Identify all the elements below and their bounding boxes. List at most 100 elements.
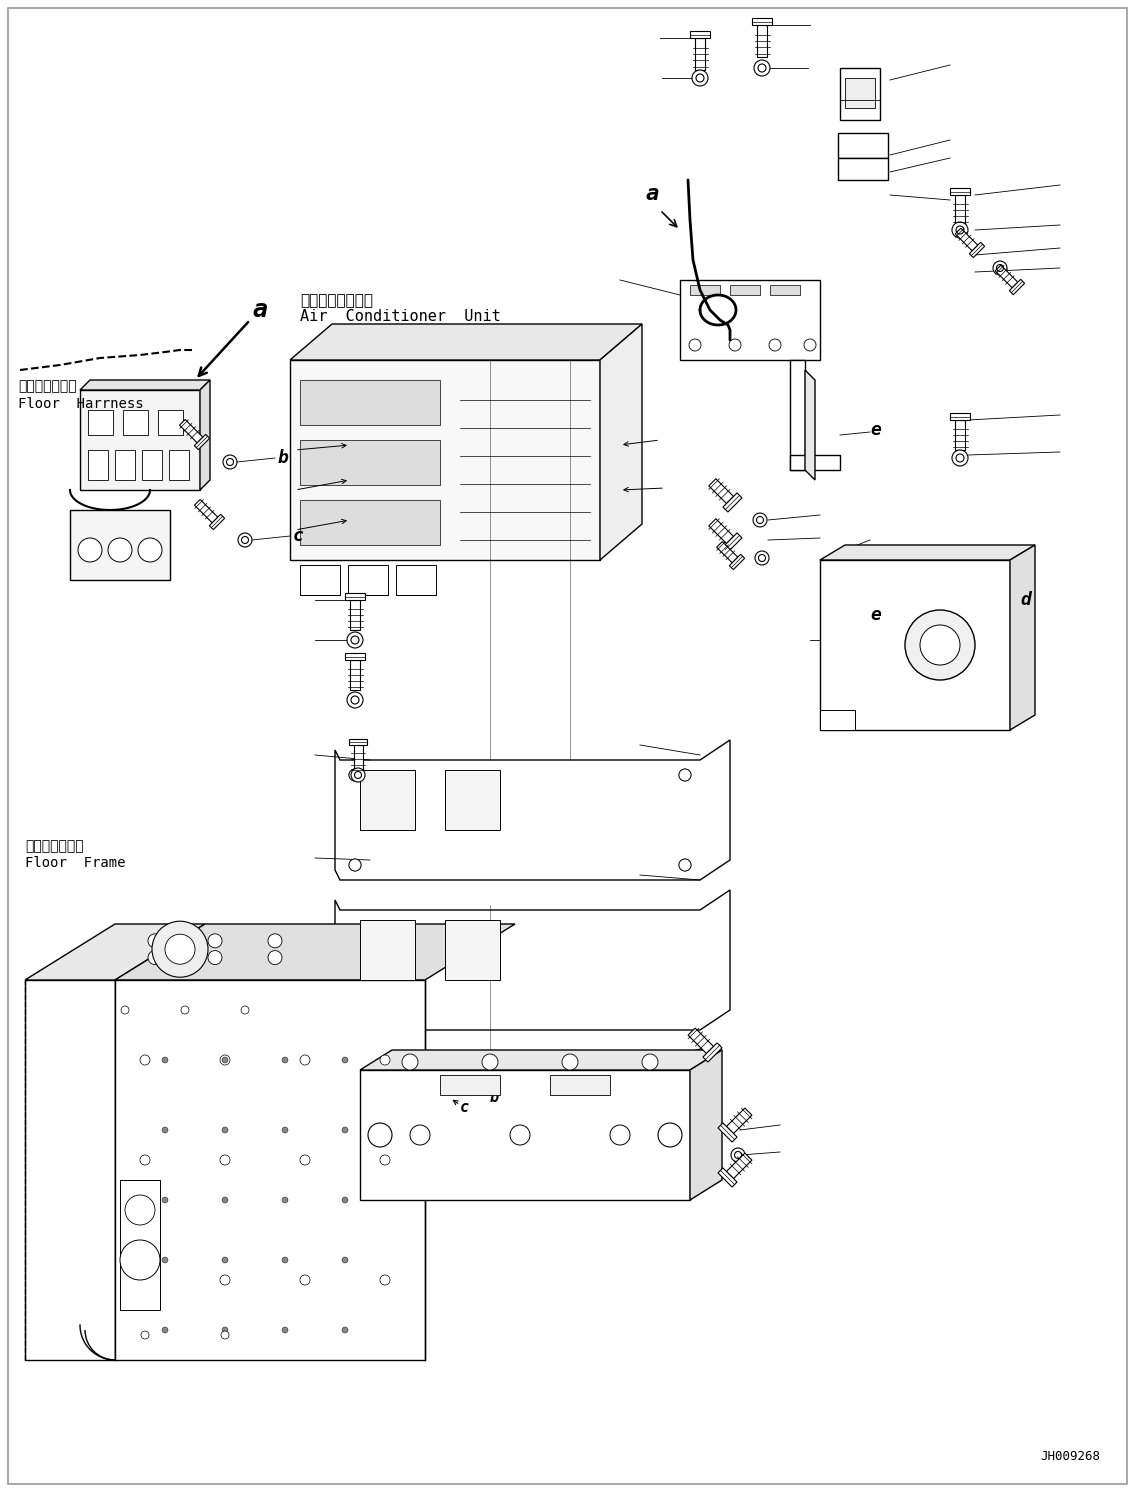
Circle shape (238, 533, 252, 548)
Polygon shape (200, 380, 210, 489)
Circle shape (221, 1331, 229, 1338)
Circle shape (351, 768, 365, 782)
Circle shape (281, 1326, 288, 1332)
Bar (819, 560, 1010, 730)
Bar (79, 389, 200, 489)
Bar (680, 280, 819, 360)
Polygon shape (726, 1109, 751, 1134)
Polygon shape (718, 1168, 737, 1188)
Circle shape (380, 1155, 390, 1165)
Polygon shape (194, 500, 218, 522)
Bar (300, 565, 340, 595)
Bar (120, 1180, 160, 1310)
Circle shape (281, 1126, 288, 1132)
Circle shape (952, 222, 968, 239)
Circle shape (658, 1123, 682, 1147)
Bar (730, 285, 760, 295)
Bar (123, 410, 148, 436)
Polygon shape (600, 324, 642, 560)
Bar (790, 455, 840, 470)
Circle shape (108, 539, 132, 562)
Circle shape (679, 859, 691, 871)
Text: d: d (570, 1080, 579, 1095)
Circle shape (120, 1240, 160, 1280)
Polygon shape (840, 69, 880, 119)
Circle shape (300, 1055, 310, 1065)
Polygon shape (348, 739, 367, 745)
Circle shape (300, 1276, 310, 1285)
Circle shape (347, 692, 363, 709)
Bar (300, 500, 440, 545)
Circle shape (281, 1056, 288, 1062)
Circle shape (268, 934, 281, 947)
Polygon shape (950, 188, 970, 195)
Circle shape (162, 1326, 168, 1332)
Circle shape (342, 1326, 348, 1332)
Polygon shape (726, 1153, 751, 1179)
Bar (360, 1070, 690, 1200)
Circle shape (140, 1055, 150, 1065)
Circle shape (342, 1256, 348, 1264)
Polygon shape (345, 592, 365, 600)
Circle shape (125, 1195, 155, 1225)
Circle shape (208, 934, 222, 947)
Text: a: a (252, 298, 267, 322)
Polygon shape (115, 924, 515, 980)
Polygon shape (969, 242, 985, 258)
Polygon shape (688, 1028, 714, 1053)
Bar (360, 770, 415, 830)
Circle shape (510, 1125, 530, 1144)
Circle shape (753, 513, 767, 527)
Circle shape (642, 1053, 658, 1070)
Polygon shape (115, 980, 424, 1361)
Polygon shape (353, 745, 362, 773)
Circle shape (140, 1155, 150, 1165)
Circle shape (348, 768, 361, 780)
Bar (445, 921, 501, 980)
Polygon shape (708, 479, 733, 503)
Circle shape (348, 768, 361, 780)
Circle shape (348, 859, 361, 871)
Bar (770, 285, 800, 295)
Text: フロアハーネス: フロアハーネス (18, 379, 77, 392)
Text: Air  Conditioner  Unit: Air Conditioner Unit (300, 309, 501, 324)
Bar (440, 1076, 501, 1095)
Bar (838, 133, 888, 158)
Circle shape (222, 1056, 228, 1062)
Polygon shape (79, 380, 210, 389)
Text: a: a (645, 184, 658, 204)
Bar (89, 410, 114, 436)
Polygon shape (350, 659, 360, 689)
Circle shape (993, 261, 1007, 275)
Circle shape (679, 768, 691, 780)
Circle shape (78, 539, 102, 562)
Circle shape (368, 1123, 392, 1147)
Polygon shape (716, 542, 738, 562)
Polygon shape (335, 891, 730, 1029)
Bar (550, 1076, 609, 1095)
Polygon shape (718, 1123, 737, 1141)
Polygon shape (25, 924, 205, 980)
Polygon shape (690, 1050, 722, 1200)
Circle shape (222, 1126, 228, 1132)
Polygon shape (819, 545, 1035, 560)
Circle shape (482, 1053, 498, 1070)
Circle shape (689, 339, 701, 351)
Circle shape (138, 539, 162, 562)
Polygon shape (695, 37, 705, 70)
Circle shape (754, 60, 770, 76)
Polygon shape (950, 413, 970, 421)
Circle shape (692, 70, 708, 87)
Circle shape (140, 1276, 150, 1285)
Polygon shape (1010, 545, 1035, 730)
Circle shape (410, 1125, 430, 1144)
Bar (445, 770, 501, 830)
Polygon shape (690, 31, 711, 37)
Polygon shape (703, 1043, 722, 1062)
Bar (158, 410, 183, 436)
Polygon shape (291, 324, 642, 360)
Text: c: c (460, 1101, 469, 1116)
Bar (360, 921, 415, 980)
Circle shape (679, 768, 691, 780)
Polygon shape (360, 1050, 722, 1070)
